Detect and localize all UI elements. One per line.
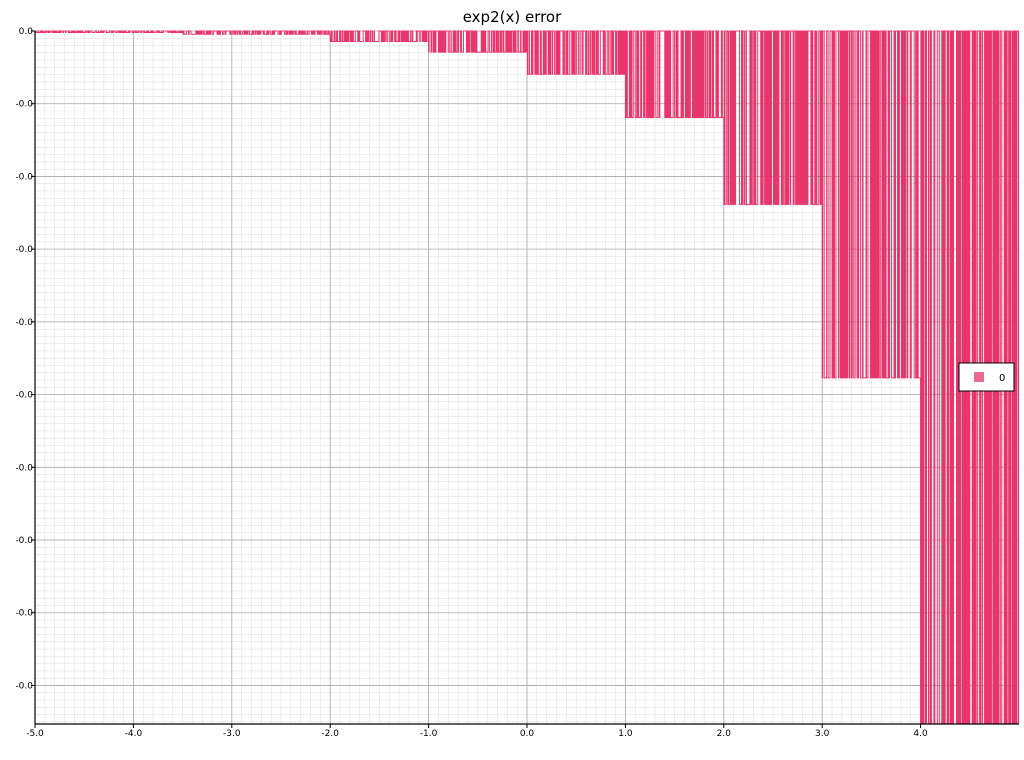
x-tick-label: 0.0 bbox=[520, 729, 535, 739]
y-tick-label: -0.0 bbox=[15, 609, 33, 619]
x-tick-label: 3.0 bbox=[815, 729, 830, 739]
chart-title: exp2(x) error bbox=[462, 8, 562, 26]
axes bbox=[31, 30, 1019, 728]
x-tick-label: -5.0 bbox=[26, 729, 44, 739]
series-line bbox=[34, 30, 1020, 725]
y-tick-label: -0.0 bbox=[15, 245, 33, 255]
y-tick-label: -0.0 bbox=[15, 391, 33, 401]
x-tick-label: 4.0 bbox=[913, 729, 928, 739]
y-tick-label: 0.0 bbox=[19, 27, 34, 37]
tick-labels: -5.0 -4.0 -3.0 -2.0 -1.0 0.0 1.0 2.0 3.0 4.0 0.0 -0… bbox=[15, 27, 928, 739]
legend-swatch bbox=[974, 372, 984, 382]
y-tick-label: -0.0 bbox=[15, 681, 33, 691]
legend-box bbox=[958, 362, 1015, 392]
y-tick-label: -0.0 bbox=[15, 100, 33, 110]
y-tick-label: -0.0 bbox=[15, 536, 33, 546]
x-tick-label: -4.0 bbox=[125, 729, 143, 739]
legend-label: 0 bbox=[999, 373, 1005, 384]
x-tick-label: 2.0 bbox=[717, 729, 732, 739]
legend: 0 bbox=[958, 362, 1015, 392]
y-tick-label: -0.0 bbox=[15, 172, 33, 182]
y-tick-label: -0.0 bbox=[15, 318, 33, 328]
x-tick-label: -3.0 bbox=[223, 729, 241, 739]
x-tick-label: -1.0 bbox=[420, 729, 438, 739]
series-layer bbox=[34, 30, 1020, 725]
y-tick-label: -0.0 bbox=[15, 463, 33, 473]
x-tick-label: -2.0 bbox=[321, 729, 339, 739]
x-tick-label: 1.0 bbox=[618, 729, 633, 739]
